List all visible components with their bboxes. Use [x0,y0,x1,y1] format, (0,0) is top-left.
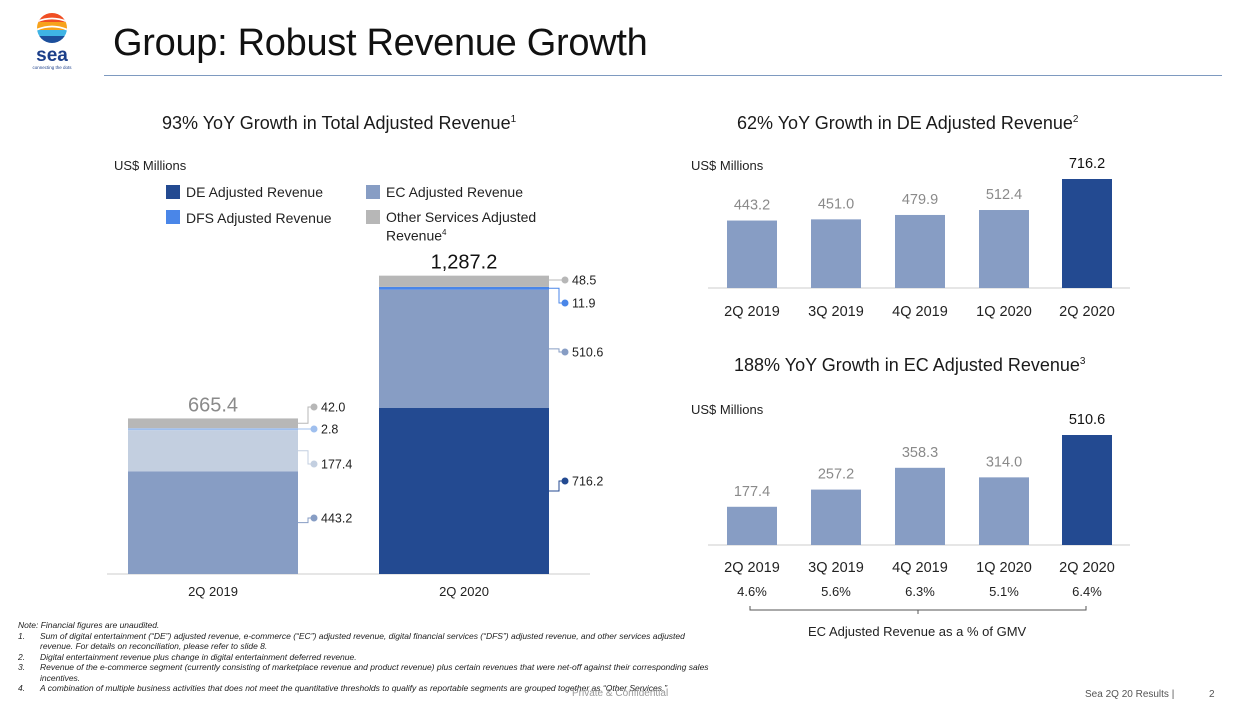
legend-swatch-de [166,185,180,199]
de-value-label-3: 479.9 [902,192,938,208]
bar-segment-other-2 [379,275,549,287]
ec-category-label-4: 1Q 2020 [976,560,1032,576]
callout-label-ec-2: 510.6 [572,346,603,360]
gmv-bracket [749,606,1087,611]
legend-swatch-dfs [166,210,180,224]
ec-bar-5 [1062,435,1112,545]
de-bar-5 [1062,179,1112,288]
bar-segment-ec-2 [379,289,549,408]
stacked-chart-title: 93% YoY Growth in Total Adjusted Revenue… [162,113,517,133]
ec-bar-4 [979,477,1029,545]
callout-label-other-2: 48.5 [572,274,596,288]
ec-value-label-4: 314.0 [986,454,1022,470]
de-bar-1 [727,220,777,288]
stacked-chart-units: US$ Millions [114,158,187,173]
logo-text: sea [36,45,68,66]
gmv-pct-label-1: 4.6% [737,584,767,599]
callout-label-de-2: 716.2 [572,475,603,489]
de-category-label-4: 1Q 2020 [976,304,1032,320]
de-chart-units: US$ Millions [691,158,764,173]
ec-category-label-1: 2Q 2019 [724,560,780,576]
de-bar-3 [895,214,945,288]
de-bar-2 [811,219,861,288]
de-category-label-3: 4Q 2019 [892,304,948,320]
bar-segment-ec-1 [128,430,298,472]
category-label-1: 2Q 2019 [188,584,238,599]
de-category-label-5: 2Q 2020 [1059,304,1115,320]
callout-dot-de-1 [310,514,318,522]
callout-dot-dfs-1 [310,425,318,433]
de-category-label-1: 2Q 2019 [724,304,780,320]
footnote-note: Note: Financial figures are unaudited. [18,620,160,630]
gmv-pct-label-4: 5.1% [989,584,1019,599]
ec-bar-3 [895,467,945,545]
ec-category-label-2: 3Q 2019 [808,560,864,576]
callout-dot-ec-1 [310,460,318,468]
ec-value-label-2: 257.2 [818,467,854,483]
de-value-label-4: 512.4 [986,187,1022,203]
legend-label-other: Other Services Adjusted Revenue4 [386,209,537,244]
total-label-2: 1,287.2 [431,252,498,274]
de-category-label-2: 3Q 2019 [808,304,864,320]
callout-dot-de-2 [561,477,569,485]
bar-segment-dfs-2 [379,286,549,290]
callout-label-other-1: 42.0 [321,401,345,415]
ec-category-label-3: 4Q 2019 [892,560,948,576]
logo-tagline: connecting the dots [32,65,72,70]
bar-segment-other-1 [128,418,298,429]
legend-label-de: DE Adjusted Revenue [186,184,323,200]
callout-dot-other-2 [561,276,569,284]
legend-swatch-ec [366,185,380,199]
ec-bar-1 [727,506,777,545]
callout-dot-ec-2 [561,348,569,356]
de-value-label-1: 443.2 [734,198,770,214]
total-label-1: 665.4 [188,394,238,416]
ec-value-label-5: 510.6 [1069,412,1105,428]
gmv-pct-label-3: 6.3% [905,584,935,599]
legend-label-dfs: DFS Adjusted Revenue [186,210,332,226]
footnote-4: 4. A combination of multiple business act… [18,683,668,693]
ec-value-label-3: 358.3 [902,445,938,461]
de-value-label-5: 716.2 [1069,156,1105,172]
legend-label-ec: EC Adjusted Revenue [386,184,523,200]
footnote-3: 3. Revenue of the e-commerce segment (cur… [18,662,709,683]
sea-logo: sea connecting the dots [26,10,80,80]
de-value-label-2: 451.0 [818,196,854,212]
footer-text: Sea 2Q 20 Results | [1085,689,1175,700]
footnote-2: 2. Digital entertainment revenue plus cha… [18,651,357,662]
bar-segment-de-1 [128,471,298,574]
de-bar-4 [979,210,1029,288]
ec-bar-2 [811,489,861,545]
ec-chart-units: US$ Millions [691,402,764,417]
bar-segment-de-2 [379,408,549,574]
callout-label-dfs-2: 11.9 [572,297,595,311]
callout-label-de-1: 443.2 [321,512,352,526]
page-number: 2 [1209,689,1215,700]
footnotes: Note: Financial figures are unaudited. 1… [18,620,718,694]
ec-category-label-5: 2Q 2020 [1059,560,1115,576]
gmv-caption: EC Adjusted Revenue as a % of GMV [808,624,1027,639]
category-label-2: 2Q 2020 [439,584,489,599]
footnote-1: 1. Sum of digital entertainment (“DE”) ad… [18,630,685,652]
callout-dot-dfs-2 [561,299,569,307]
legend-swatch-other [366,210,380,224]
bar-segment-dfs-1 [128,428,298,431]
gmv-pct-label-5: 6.4% [1072,584,1102,599]
ec-value-label-1: 177.4 [734,484,770,500]
logo-icon: sea connecting the dots [32,13,72,70]
callout-label-ec-1: 177.4 [321,458,352,472]
title-divider [104,75,1222,76]
page-title: Group: Robust Revenue Growth [113,22,648,64]
gmv-pct-label-2: 5.6% [821,584,851,599]
de-chart-title: 62% YoY Growth in DE Adjusted Revenue2 [737,113,1079,133]
callout-dot-other-1 [310,403,318,411]
callout-label-dfs-1: 2.8 [321,423,338,437]
confidential-label: Private & Confidential [572,688,669,699]
ec-chart-title: 188% YoY Growth in EC Adjusted Revenue3 [734,355,1086,375]
